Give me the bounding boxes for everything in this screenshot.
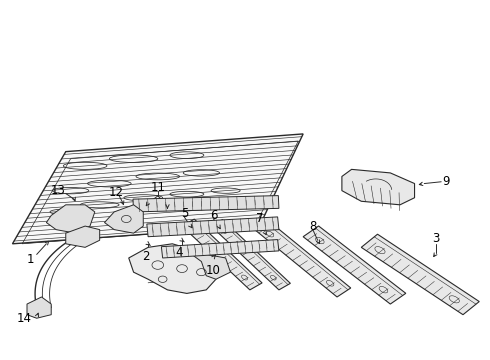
Text: 10: 10	[206, 264, 221, 277]
Polygon shape	[361, 234, 479, 315]
Polygon shape	[187, 251, 230, 279]
Text: 11: 11	[150, 181, 165, 194]
Text: 9: 9	[442, 175, 450, 188]
Polygon shape	[129, 244, 216, 293]
Text: 13: 13	[51, 184, 66, 197]
Text: 1: 1	[27, 253, 35, 266]
Polygon shape	[303, 226, 406, 304]
Text: 12: 12	[109, 186, 124, 199]
Polygon shape	[342, 169, 415, 205]
Polygon shape	[255, 221, 351, 297]
Polygon shape	[161, 240, 279, 258]
Polygon shape	[182, 219, 262, 290]
Polygon shape	[66, 226, 99, 247]
Text: 6: 6	[210, 209, 217, 222]
Polygon shape	[133, 195, 279, 212]
Text: 7: 7	[256, 212, 263, 225]
Text: 4: 4	[176, 246, 183, 259]
Polygon shape	[211, 220, 291, 290]
Text: 5: 5	[181, 207, 188, 220]
Text: 8: 8	[309, 220, 317, 233]
Text: 14: 14	[17, 312, 32, 325]
Polygon shape	[147, 217, 279, 237]
Text: 3: 3	[433, 232, 440, 245]
Polygon shape	[47, 205, 95, 233]
Polygon shape	[104, 205, 143, 233]
Text: 2: 2	[142, 250, 149, 263]
Polygon shape	[12, 134, 303, 244]
Polygon shape	[27, 297, 51, 318]
